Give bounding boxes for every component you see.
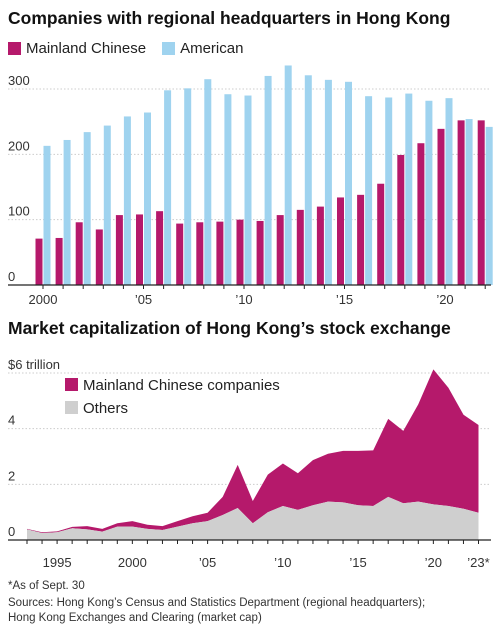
chart1-title: Companies with regional headquarters in … <box>8 8 451 28</box>
chart2-y-tick-label: 4 <box>8 413 15 428</box>
legend-item-american: American <box>162 40 243 57</box>
chart1-bar-mainland <box>216 221 224 285</box>
chart1-y-tick-label: 100 <box>8 204 30 219</box>
chart1-bar-mainland <box>337 197 344 285</box>
chart1-bar-american <box>144 112 151 286</box>
chart2-x-tick-label: ’20 <box>425 555 442 570</box>
chart1-bar-american <box>164 90 172 285</box>
chart2-x-tick-label: 2000 <box>118 555 147 570</box>
chart1-bar-mainland <box>457 120 465 285</box>
chart1-bar-mainland <box>316 206 324 285</box>
chart1-bar-american <box>465 119 473 285</box>
chart1-bar-mainland <box>236 219 244 285</box>
source-line-1: Sources: Hong Kong’s Census and Statisti… <box>8 597 426 609</box>
legend-label-mainland: Mainland Chinese <box>26 40 147 57</box>
chart1-bar-american <box>184 88 192 285</box>
chart2-x-tick-label: ’10 <box>274 555 291 570</box>
legend-label-mainland-companies: Mainland Chinese companies <box>83 377 280 394</box>
chart1-y-tick-label: 0 <box>8 269 15 284</box>
source-line-2: Hong Kong Exchanges and Clearing (market… <box>8 612 262 624</box>
chart2-y-tick-label: $6 trillion <box>8 357 60 372</box>
chart1-bar-american <box>43 145 51 285</box>
chart1-bar-american <box>284 65 292 285</box>
chart1-bar-american <box>204 79 212 285</box>
chart1-bar-american <box>264 75 272 285</box>
chart1-bar-american <box>324 79 332 285</box>
chart1-bar-mainland <box>95 229 103 285</box>
chart1-bar-mainland <box>35 238 43 285</box>
chart1-x-tick-label: ’15 <box>336 292 353 307</box>
chart2-area-mainland <box>27 369 479 533</box>
chart1-bar-american <box>244 95 252 286</box>
chart1-bar-mainland <box>437 128 445 285</box>
chart1-bar-american <box>304 75 312 285</box>
chart1-bar-mainland <box>417 143 425 285</box>
chart1-bar-american <box>123 116 131 285</box>
chart1-bar-mainland <box>196 222 204 285</box>
chart1-bar-mainland <box>377 183 385 285</box>
chart1-bar-american <box>445 98 453 285</box>
legend-label-others: Others <box>83 400 128 417</box>
chart1-x-tick-label: ’20 <box>436 292 453 307</box>
chart1-bar-american <box>224 94 232 285</box>
chart1-bar-american <box>63 139 71 285</box>
chart1-bar-mainland <box>176 223 184 285</box>
chart1-bar-american <box>103 125 111 285</box>
chart2-x-tick-label: ’05 <box>199 555 216 570</box>
chart1-y-tick-label: 300 <box>8 73 30 88</box>
chart1-bar-mainland <box>357 194 365 285</box>
chart1-y-tick-label: 200 <box>8 138 30 153</box>
chart1-bar-american <box>485 126 493 285</box>
chart2-x-tick-label: ’23* <box>467 555 489 570</box>
chart1-bar-mainland <box>156 211 164 285</box>
chart1-bar-mainland <box>477 120 485 285</box>
chart1-bar-american <box>345 81 352 286</box>
chart2-title: Market capitalization of Hong Kong’s sto… <box>8 318 451 338</box>
legend-swatch-others <box>65 401 78 414</box>
chart1-bar-american <box>83 132 91 285</box>
legend-label-american: American <box>180 40 244 57</box>
chart1-bar-mainland <box>276 215 284 285</box>
chart2-legend: Mainland Chinese companies Others <box>65 377 280 417</box>
chart2-area-others <box>27 496 479 540</box>
chart2-x-tick-label: 1995 <box>43 555 72 570</box>
legend-swatch-mainland <box>8 42 21 55</box>
chart1-bar-mainland <box>397 154 405 285</box>
chart2-y-tick-label: 0 <box>8 524 15 539</box>
chart1-bar-mainland <box>136 214 143 285</box>
chart2-y-tick-label: 2 <box>8 468 15 483</box>
chart1-x-tick-label: ’05 <box>135 292 152 307</box>
chart1-bar-american <box>365 96 373 285</box>
chart1-bar-mainland <box>55 237 63 285</box>
chart1-legend: Mainland Chinese American <box>8 40 259 57</box>
legend-item-mainland: Mainland Chinese <box>8 40 146 57</box>
legend-swatch-american <box>162 42 176 55</box>
footnote: *As of Sept. 30 <box>8 580 85 592</box>
chart1-bar-mainland <box>256 220 264 285</box>
chart1-x-tick-label: 2000 <box>29 292 58 307</box>
chart1-bar-american <box>425 100 433 285</box>
chart1-x-tick-label: ’10 <box>235 292 252 307</box>
chart1-bar-mainland <box>296 209 304 285</box>
chart1-bar-mainland <box>75 222 83 285</box>
chart2-x-tick-label: ’15 <box>349 555 366 570</box>
legend-swatch-mainland-companies <box>65 378 78 391</box>
chart1-bar-american <box>405 93 413 285</box>
chart1-bar-american <box>385 97 393 285</box>
chart1-bar-mainland <box>115 215 123 285</box>
